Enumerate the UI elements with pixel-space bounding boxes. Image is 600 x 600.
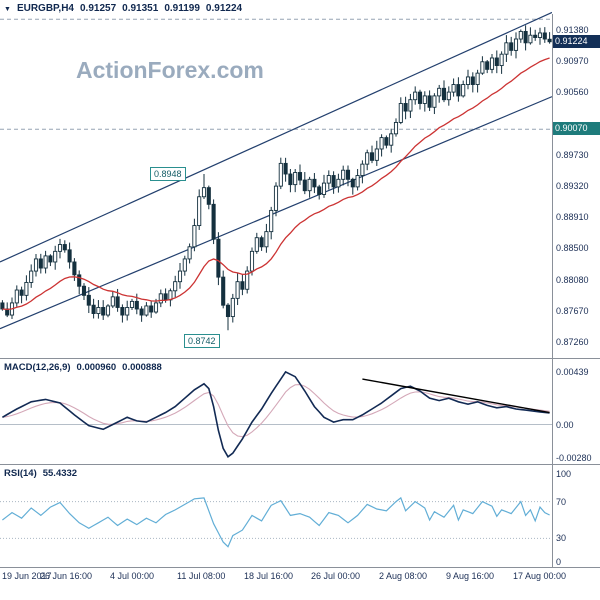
resistance-price-tag: 0.8948 [150,167,186,181]
support-price-tag: 0.8742 [184,334,220,349]
axis-label: 0.89730 [556,150,589,161]
macd-line [1,370,550,458]
channel-upper-line [0,11,552,263]
symbol-label: EURGBP,H4 [16,3,74,14]
time-axis-label: 19 Jun 2017 [2,571,52,581]
rsi-line [2,496,550,548]
rsi-indicator-label: RSI(14) 55.4332 [4,468,83,479]
close-value: 0.91224 [205,3,243,14]
watermark: ActionForex.com [76,57,264,83]
support-level-box: 0.90070 [553,122,600,136]
axis-label: 0.90560 [556,87,589,98]
axis-label: -0.00280 [556,452,592,463]
time-axis-label: 26 Jul 00:00 [311,571,361,581]
axis-label: 0.90970 [556,56,589,66]
axis-label: 0.00 [556,419,574,430]
macd-trendline [362,378,550,414]
axis-label: 0.87670 [556,306,589,317]
low-value: 0.91199 [164,3,200,14]
axis-label: 0.88910 [556,212,589,223]
time-axis-label: 11 Jul 08:00 [177,571,226,581]
axis-label: 0 [556,557,562,567]
time-axis-label: 9 Aug 16:00 [446,571,495,581]
macd-value: 0.000960 [76,362,117,373]
symbol-dropdown-icon[interactable]: ▼ [4,6,11,13]
macd-signal-value: 0.000888 [122,362,162,373]
axis-label: 0.88080 [556,275,589,286]
price-panel [0,11,552,331]
rsi-name: RSI(14) [4,468,37,479]
macd-indicator-label: MACD(12,26,9) 0.000960 0.000888 [4,362,168,373]
moving-average-line [2,57,550,311]
ohlc-header: ▼ EURGBP,H4 0.91257 0.91351 0.91199 0.91224 [4,3,248,14]
axis-label: 30 [556,533,567,544]
time-axis-label: 4 Jul 00:00 [110,571,155,581]
axis-label: 0.89320 [556,181,589,192]
macd-signal-line [2,384,550,438]
rsi-value: 55.4332 [42,468,78,479]
time-axis-label: 2 Aug 08:00 [379,571,428,581]
time-axis-label: 26 Jun 16:00 [40,571,93,581]
candles-group [0,25,552,331]
high-value: 0.91351 [122,3,159,14]
axis-label: 100 [556,469,572,479]
axis-label: 0.00439 [556,367,589,377]
current-price-box: 0.91224 [553,34,600,48]
axis-label: 0.88500 [556,243,589,254]
macd-name: MACD(12,26,9) [4,362,71,373]
axis-label: 0.91380 [556,24,589,35]
axis-label: 0.87260 [556,337,589,348]
time-axis-label: 17 Aug 00:00 [513,571,567,581]
time-axis-label: 18 Jul 16:00 [244,571,294,581]
open-value: 0.91257 [80,3,117,14]
axis-label: 70 [556,496,567,507]
